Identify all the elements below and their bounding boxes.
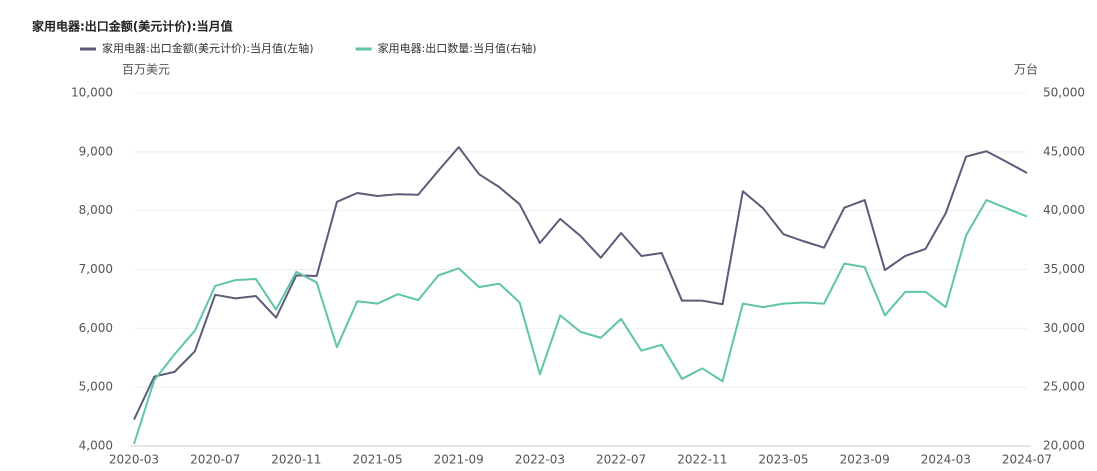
legend-label: 家用电器:出口金额(美元计价):当月值(左轴) bbox=[102, 41, 314, 55]
y2-tick-label: 20,000 bbox=[1043, 439, 1085, 453]
y-tick-label: 8,000 bbox=[79, 203, 113, 217]
series-line bbox=[133, 199, 1028, 445]
y-tick-label: 4,000 bbox=[79, 439, 113, 453]
x-tick-label: 2020-03 bbox=[109, 453, 159, 467]
x-tick-label: 2024-03 bbox=[921, 453, 971, 467]
x-tick-label: 2021-05 bbox=[352, 453, 402, 467]
x-tick-label: 2022-07 bbox=[596, 453, 646, 467]
legend-label: 家用电器:出口数量:当月值(右轴) bbox=[378, 41, 537, 55]
x-tick-label: 2020-11 bbox=[271, 453, 321, 467]
x-tick-label: 2023-09 bbox=[840, 453, 890, 467]
chart-title: 家用电器:出口金额(美元计价):当月值 bbox=[32, 19, 233, 34]
y2-tick-label: 35,000 bbox=[1043, 262, 1085, 276]
y2-tick-label: 25,000 bbox=[1043, 380, 1085, 394]
y2-axis-unit: 万台 bbox=[1014, 62, 1038, 77]
y-tick-label: 7,000 bbox=[79, 262, 113, 276]
y2-tick-label: 30,000 bbox=[1043, 321, 1085, 335]
y-tick-label: 5,000 bbox=[79, 380, 113, 394]
x-tick-label: 2021-09 bbox=[434, 453, 484, 467]
y-tick-label: 9,000 bbox=[79, 144, 113, 158]
y2-tick-label: 45,000 bbox=[1043, 144, 1085, 158]
x-tick-label: 2024-07 bbox=[1002, 453, 1052, 467]
x-tick-label: 2023-05 bbox=[758, 453, 808, 467]
y2-tick-label: 50,000 bbox=[1043, 86, 1085, 100]
y-axis-unit: 百万美元 bbox=[122, 63, 170, 77]
series-line bbox=[133, 146, 1028, 420]
y-tick-label: 10,000 bbox=[71, 86, 113, 100]
x-tick-label: 2022-03 bbox=[515, 453, 565, 467]
x-tick-label: 2022-11 bbox=[677, 453, 727, 467]
x-tick-label: 2020-07 bbox=[190, 453, 240, 467]
y-tick-label: 6,000 bbox=[79, 321, 113, 335]
y2-tick-label: 40,000 bbox=[1043, 203, 1085, 217]
